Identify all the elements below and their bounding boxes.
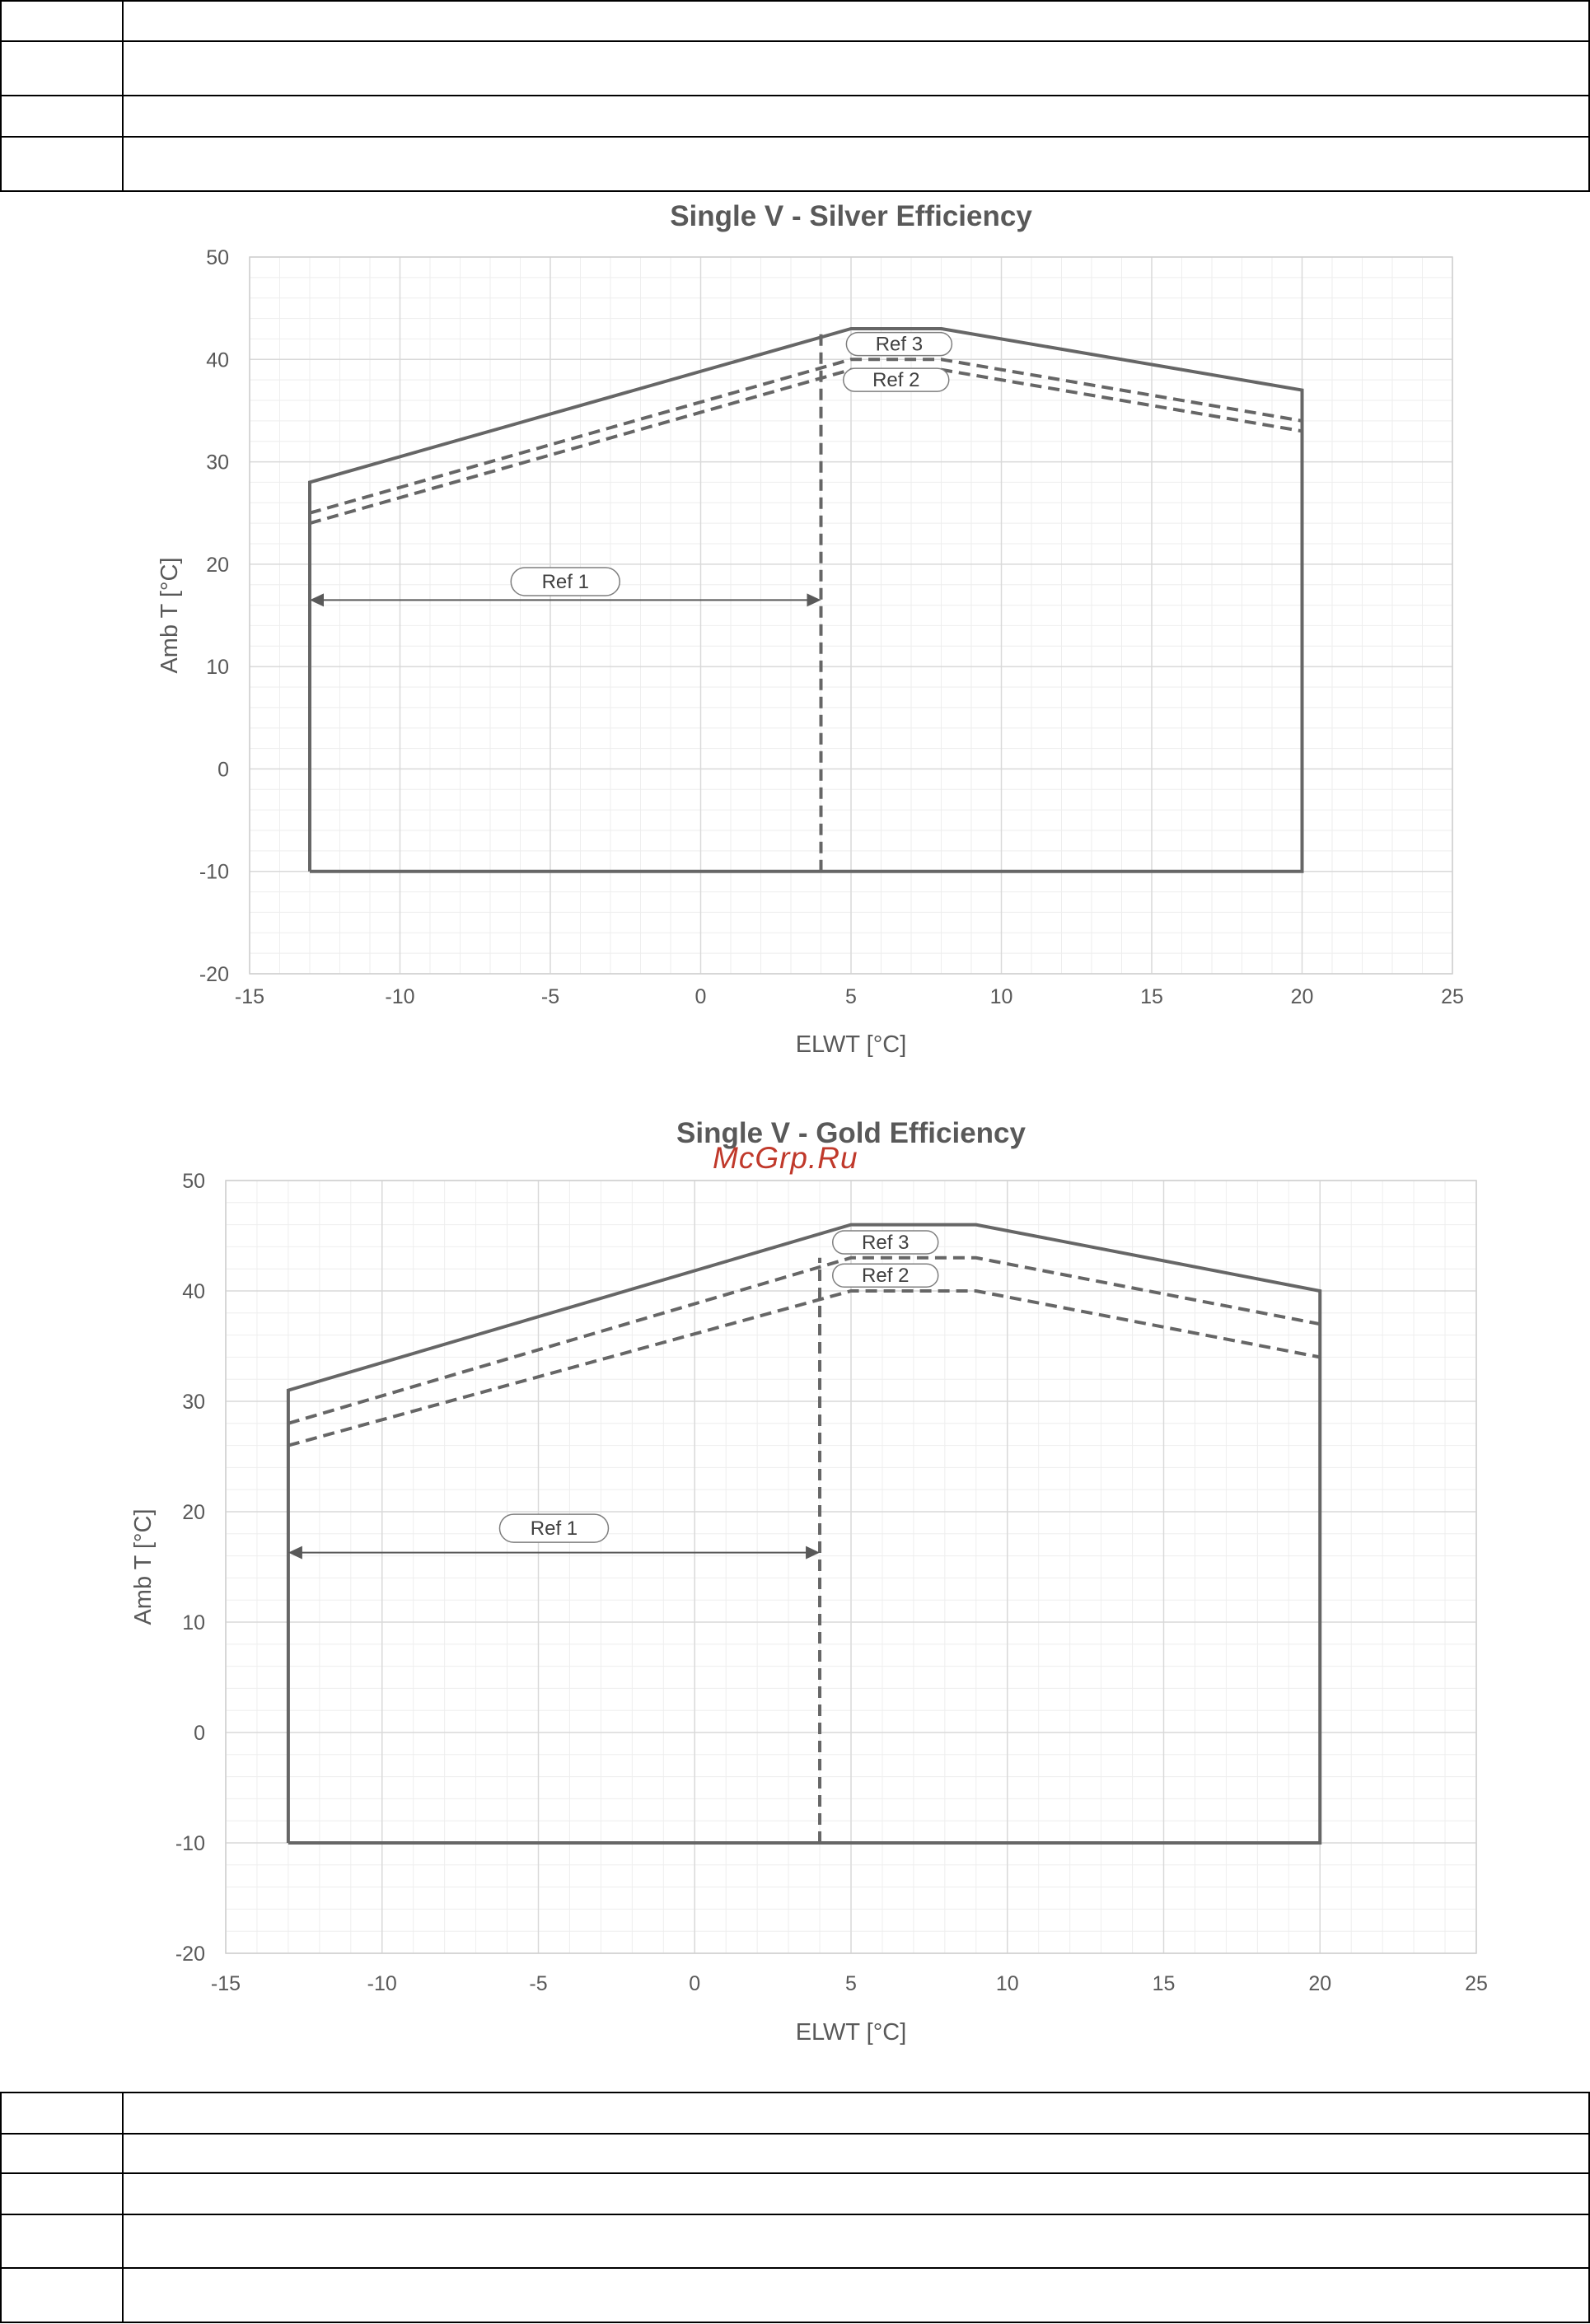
x-tick-label: -15 bbox=[211, 1972, 241, 1995]
x-tick-label: 0 bbox=[689, 1972, 700, 1995]
ref-label: Ref 2 bbox=[862, 1265, 909, 1287]
watermark: McGrp.Ru bbox=[713, 1141, 858, 1175]
table-cell bbox=[122, 2267, 1590, 2323]
table-cell bbox=[0, 95, 124, 138]
x-tick-label: 25 bbox=[1465, 1972, 1488, 1995]
table-cell bbox=[0, 2092, 124, 2135]
ref-label: Ref 3 bbox=[862, 1232, 909, 1254]
silver-efficiency-chart: Single V - Silver Efficiency -15 -10 -5 0 5 10… bbox=[157, 200, 1464, 1058]
table-cell bbox=[122, 2092, 1590, 2135]
dashed-limit-line bbox=[288, 1256, 1321, 1425]
y-tick-label: 10 bbox=[182, 1611, 205, 1634]
table-cell bbox=[0, 0, 124, 42]
table-cell bbox=[0, 2267, 124, 2323]
bottom-notes-table bbox=[0, 2092, 1590, 2323]
x-tick-label: 20 bbox=[1308, 1972, 1331, 1995]
x-tick-label: 5 bbox=[845, 985, 857, 1008]
table-cell bbox=[122, 136, 1590, 192]
x-tick-label: 5 bbox=[845, 1972, 857, 1995]
plot-area bbox=[225, 1180, 1477, 1954]
ref1-arrowhead-right bbox=[807, 593, 821, 607]
ref1-arrowhead-right bbox=[806, 1545, 821, 1559]
x-tick-label: -10 bbox=[385, 985, 414, 1008]
table-cell bbox=[0, 2172, 124, 2215]
x-tick-label: 0 bbox=[695, 985, 707, 1008]
y-tick-label: 20 bbox=[206, 554, 229, 577]
y-tick-label: 30 bbox=[182, 1391, 205, 1414]
x-tick-label: -5 bbox=[529, 1972, 547, 1995]
y-axis-label: Amb T [°C] bbox=[157, 557, 183, 673]
y-tick-label: -10 bbox=[175, 1832, 205, 1855]
dashed-limit-line bbox=[309, 358, 1302, 515]
x-tick-label: -5 bbox=[541, 985, 559, 1008]
table-row bbox=[0, 95, 1590, 138]
ref-label-box bbox=[831, 1263, 939, 1288]
chart-title: Single V - Silver Efficiency bbox=[670, 200, 1032, 232]
ref1-label-box bbox=[510, 567, 620, 596]
x-tick-label: 10 bbox=[996, 1972, 1019, 1995]
y-tick-label: -20 bbox=[175, 1943, 205, 1966]
ref1-arrowhead-left bbox=[288, 1545, 302, 1559]
x-tick-label: 15 bbox=[1140, 985, 1163, 1008]
table-row bbox=[0, 2267, 1590, 2323]
ref1-label: Ref 1 bbox=[542, 571, 589, 593]
dashed-limit-line bbox=[288, 1289, 1321, 1447]
table-cell bbox=[0, 136, 124, 192]
y-tick-label: 50 bbox=[182, 1170, 205, 1193]
ref-label: Ref 2 bbox=[872, 369, 919, 391]
table-row bbox=[0, 136, 1590, 192]
table-cell bbox=[122, 95, 1590, 138]
table-cell bbox=[0, 2214, 124, 2269]
envelope-line bbox=[308, 327, 1304, 873]
x-tick-label: 20 bbox=[1291, 985, 1314, 1008]
ref1-arrowhead-left bbox=[310, 593, 324, 607]
y-tick-label: 50 bbox=[206, 246, 229, 269]
ref-label-box bbox=[843, 367, 950, 392]
ref-label-box bbox=[845, 331, 953, 357]
chart-title: Single V - Gold Efficiency bbox=[676, 1117, 1026, 1149]
top-notes-table bbox=[0, 0, 1590, 192]
x-tick-label: -15 bbox=[235, 985, 264, 1008]
table-row bbox=[0, 2133, 1590, 2174]
table-row bbox=[0, 0, 1590, 42]
table-row bbox=[0, 2172, 1590, 2215]
table-row bbox=[0, 2214, 1590, 2269]
y-tick-label: -10 bbox=[199, 861, 229, 884]
plot-area bbox=[249, 256, 1453, 975]
table-cell bbox=[122, 40, 1590, 96]
table-cell bbox=[122, 0, 1590, 42]
table-cell bbox=[122, 2172, 1590, 2215]
x-tick-label: 10 bbox=[990, 985, 1013, 1008]
x-axis-label: ELWT [°C] bbox=[796, 2019, 907, 2046]
ref-label: Ref 3 bbox=[876, 334, 923, 356]
envelope-line bbox=[286, 1223, 1322, 1845]
dashed-limit-line bbox=[309, 367, 1302, 526]
table-cell bbox=[122, 2133, 1590, 2174]
y-tick-label: 10 bbox=[206, 656, 229, 679]
table-cell bbox=[122, 2214, 1590, 2269]
y-tick-label: 0 bbox=[217, 758, 229, 781]
x-axis-label: ELWT [°C] bbox=[796, 1031, 907, 1058]
y-tick-label: 40 bbox=[206, 348, 229, 372]
y-tick-label: 0 bbox=[194, 1722, 205, 1745]
x-tick-label: 15 bbox=[1153, 1972, 1176, 1995]
y-tick-label: 30 bbox=[206, 451, 229, 475]
table-cell bbox=[0, 2133, 124, 2174]
y-axis-label: Amb T [°C] bbox=[130, 1508, 157, 1625]
table-row bbox=[0, 40, 1590, 96]
ref-label-box bbox=[831, 1230, 939, 1255]
ref1-label: Ref 1 bbox=[531, 1517, 578, 1540]
ref1-label-box bbox=[498, 1513, 610, 1543]
gold-efficiency-chart: Single V - Gold Efficiency -15 -10 -5 0 5 10 15… bbox=[130, 1117, 1488, 2046]
table-row bbox=[0, 2092, 1590, 2135]
y-tick-label: -20 bbox=[199, 963, 229, 986]
table-cell bbox=[0, 40, 124, 96]
x-tick-label: 25 bbox=[1441, 985, 1464, 1008]
x-tick-label: -10 bbox=[367, 1972, 397, 1995]
y-tick-label: 20 bbox=[182, 1501, 205, 1524]
y-tick-label: 40 bbox=[182, 1280, 205, 1303]
